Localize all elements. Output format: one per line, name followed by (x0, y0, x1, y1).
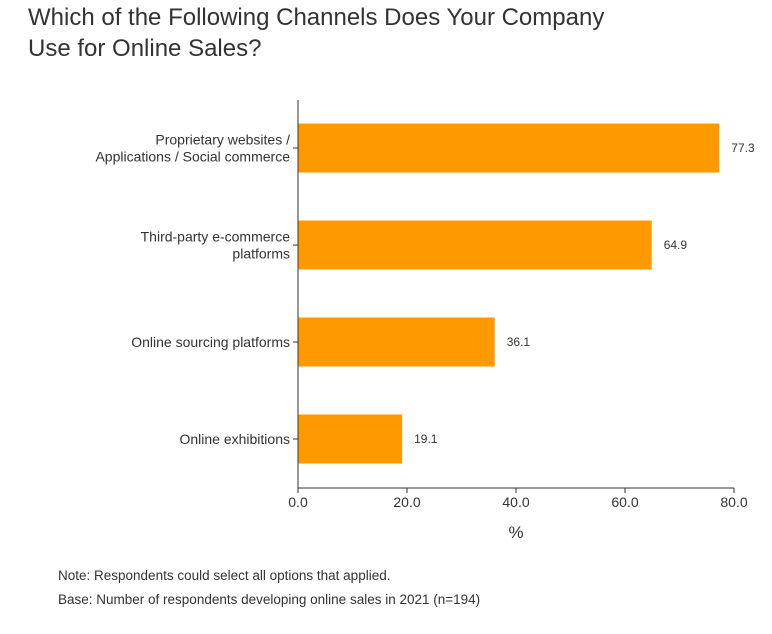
category-label-1-1: platforms (232, 246, 290, 262)
value-label-0: 77.3 (731, 141, 755, 155)
category-label-1-0: Third-party e-commerce (141, 229, 291, 245)
footnote-note: Note: Respondents could select all optio… (58, 568, 391, 583)
category-label-0-1: Applications / Social commerce (95, 149, 290, 165)
bar-2 (298, 317, 495, 367)
value-label-1: 64.9 (664, 238, 688, 252)
category-label-3-0: Online exhibitions (179, 431, 290, 447)
value-label-3: 19.1 (414, 432, 438, 446)
category-label-0-0: Proprietary websites / (155, 132, 290, 148)
x-tick-label-4: 80.0 (720, 494, 747, 510)
chart-title-line-2: Use for Online Sales? (28, 35, 262, 62)
x-tick-label-3: 60.0 (611, 494, 638, 510)
chart-title-line-1: Which of the Following Channels Does You… (28, 4, 605, 31)
x-tick-label-2: 40.0 (502, 494, 529, 510)
x-tick-label-0: 0.0 (288, 494, 308, 510)
x-tick-label-1: 20.0 (393, 494, 420, 510)
footnote-base: Base: Number of respondents developing o… (58, 592, 481, 607)
bar-3 (298, 414, 403, 464)
chart-title: Which of the Following Channels Does You… (28, 2, 748, 64)
bar-1 (298, 220, 652, 270)
value-label-2: 36.1 (507, 335, 531, 349)
x-axis-title: % (508, 523, 523, 542)
bar-0 (298, 123, 720, 173)
category-label-2-0: Online sourcing platforms (131, 334, 290, 350)
